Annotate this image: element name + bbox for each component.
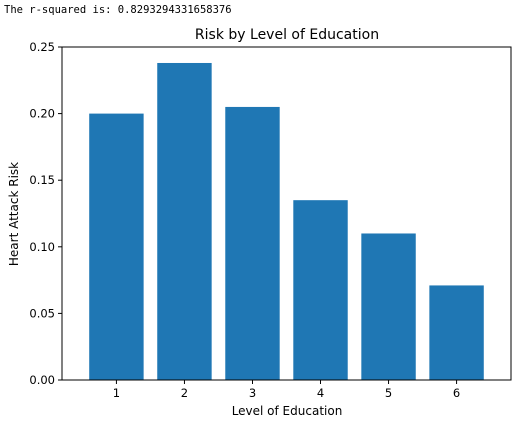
bar-1 [89, 113, 144, 380]
bar-6 [429, 285, 484, 380]
y-tick-label: 0.10 [29, 240, 55, 254]
x-tick-label: 3 [249, 386, 256, 400]
x-axis-label: Level of Education [232, 404, 343, 418]
bar-4 [293, 200, 348, 380]
x-tick-label: 6 [453, 386, 460, 400]
y-axis-label: Heart Attack Risk [7, 162, 21, 266]
bar-2 [157, 62, 212, 380]
ticks-layer: 1 2 3 4 5 6 0.00 0.05 0.10 0.15 0.20 0.25 [29, 40, 460, 400]
x-tick-label: 5 [385, 386, 392, 400]
bars-layer [89, 62, 484, 380]
axes-frame [61, 46, 512, 381]
cell-output-text: The r-squared is: 0.8293294331658376 [4, 4, 232, 16]
x-tick-label: 1 [113, 386, 120, 400]
bar-3 [225, 106, 280, 380]
y-tick-label: 0.20 [29, 107, 55, 121]
x-tick-label: 2 [181, 386, 188, 400]
y-tick-label: 0.15 [29, 173, 55, 187]
bar-5 [361, 233, 416, 380]
x-tick-label: 4 [317, 386, 324, 400]
y-tick-label: 0.05 [29, 306, 55, 320]
plot-frame [61, 46, 512, 381]
y-tick-label: 0.25 [29, 40, 55, 54]
chart-title: Risk by Level of Education [195, 27, 379, 43]
y-tick-label: 0.00 [29, 373, 55, 387]
